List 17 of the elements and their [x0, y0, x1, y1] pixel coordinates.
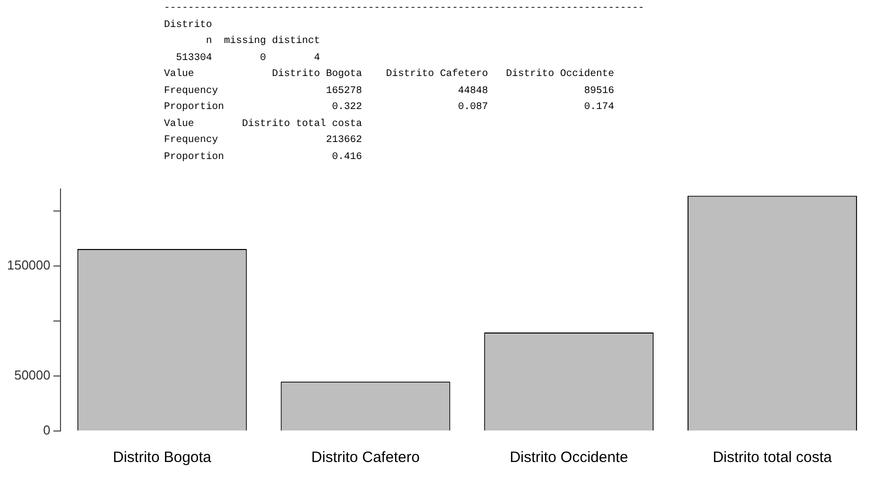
text: Proportion 0.416: [164, 150, 364, 164]
x-tick-label: Distrito Cafetero: [311, 449, 420, 466]
text: Value Distrito total costa: [164, 118, 364, 132]
text: n missing distinct: [205, 35, 322, 49]
text: Proportion 0.322 0.087 0.174: [164, 101, 616, 115]
text: Distrito: [164, 18, 214, 32]
x-tick-label: Distrito total costa: [712, 449, 833, 466]
y-tick-label: 0: [43, 422, 50, 438]
text: Frequency 165278 44848 89516: [164, 84, 616, 98]
x-tick-label: Distrito Bogota: [112, 449, 212, 466]
x-tick-label: Distrito Occidente: [510, 449, 628, 466]
text: Frequency 213662: [164, 134, 364, 148]
text: --------------------------------------------------------------------------------: [164, 2, 644, 16]
text: Value Distrito Bogota Distrito Cafetero Distrito Occidente: [164, 68, 616, 82]
text: 513304 0 4: [175, 52, 322, 66]
y-tick-label: 150000: [6, 257, 50, 272]
y-tick-label: 50000: [14, 368, 50, 383]
